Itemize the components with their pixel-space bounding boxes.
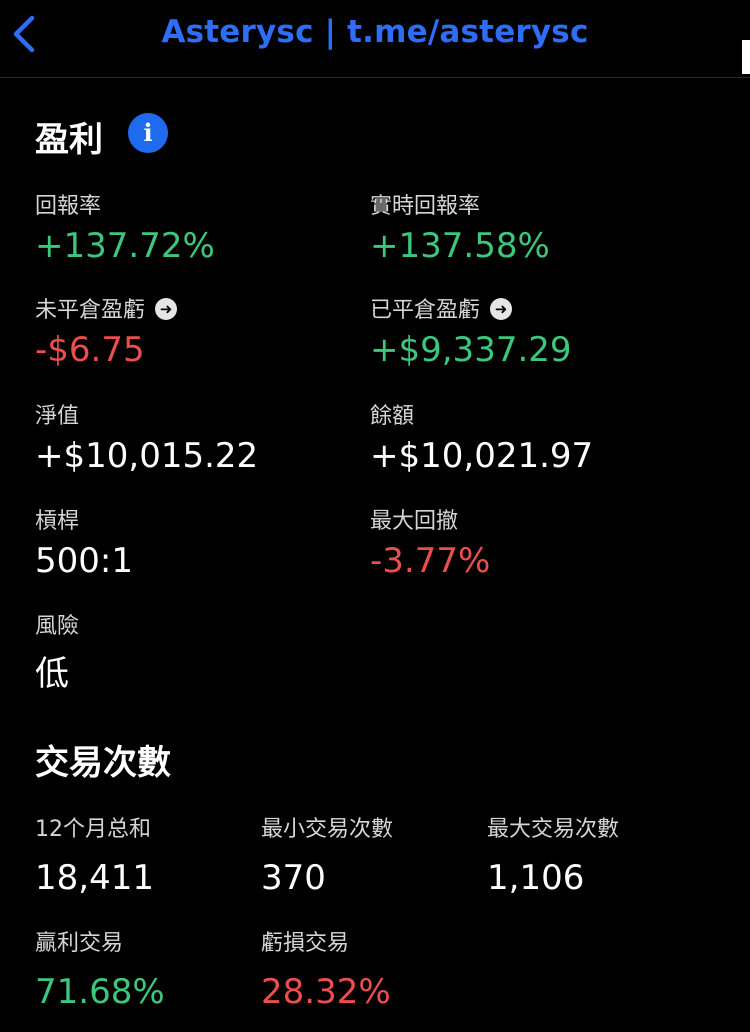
- min-trades-label: 最小交易次數: [261, 817, 394, 842]
- closed-pnl-label[interactable]: 已平倉盈虧 ➜: [370, 292, 513, 324]
- arrow-right-circle-icon[interactable]: ➜: [155, 298, 178, 320]
- risk-value: 低: [35, 654, 69, 694]
- equity-value: +$10,015.22: [35, 436, 259, 476]
- closed-pnl-label-text: 已平倉盈虧: [370, 298, 481, 323]
- open-pnl-label[interactable]: 未平倉盈虧 ➜: [35, 292, 178, 324]
- max-trades-value: 1,106: [487, 858, 585, 898]
- profit-section-title: 盈利: [35, 120, 103, 160]
- chevron-left-icon: [13, 15, 35, 53]
- leverage-label: 槓桿: [35, 509, 80, 534]
- min-trades-value: 370: [261, 858, 326, 898]
- arrow-right-circle-icon[interactable]: ➜: [490, 298, 513, 320]
- equity-label: 淨值: [35, 404, 80, 429]
- realtime-return-rate-label: 實時回報率: [370, 194, 481, 219]
- max-trades-label: 最大交易次數: [487, 817, 620, 842]
- max-drawdown-value: -3.77%: [370, 541, 491, 581]
- twelve-month-total-value: 18,411: [35, 858, 154, 898]
- navigation-bar: Asterysc | t.me/asterysc: [0, 0, 750, 78]
- twelve-month-total-label: 12个月总和: [35, 817, 151, 842]
- leverage-value: 500:1: [35, 541, 133, 581]
- winning-trades-value: 71.68%: [35, 972, 165, 1012]
- trades-section-title: 交易次數: [35, 743, 171, 783]
- return-rate-value: +137.72%: [35, 226, 215, 266]
- balance-label: 餘額: [370, 404, 415, 429]
- closed-pnl-value: +$9,337.29: [370, 330, 572, 370]
- max-drawdown-label: 最大回撤: [370, 509, 459, 534]
- open-pnl-label-text: 未平倉盈虧: [35, 298, 146, 323]
- back-button[interactable]: [10, 12, 40, 56]
- balance-value: +$10,021.97: [370, 436, 594, 476]
- risk-label: 風險: [35, 614, 80, 639]
- losing-trades-label: 虧損交易: [261, 931, 350, 956]
- losing-trades-value: 28.32%: [261, 972, 391, 1012]
- open-pnl-value: -$6.75: [35, 330, 145, 370]
- realtime-return-rate-value: +137.58%: [370, 226, 550, 266]
- edge-indicator: [742, 40, 750, 74]
- page-title: Asterysc | t.me/asterysc: [161, 14, 589, 50]
- return-rate-label: 回報率: [35, 194, 102, 219]
- winning-trades-label: 贏利交易: [35, 931, 124, 956]
- info-icon[interactable]: i: [128, 113, 168, 153]
